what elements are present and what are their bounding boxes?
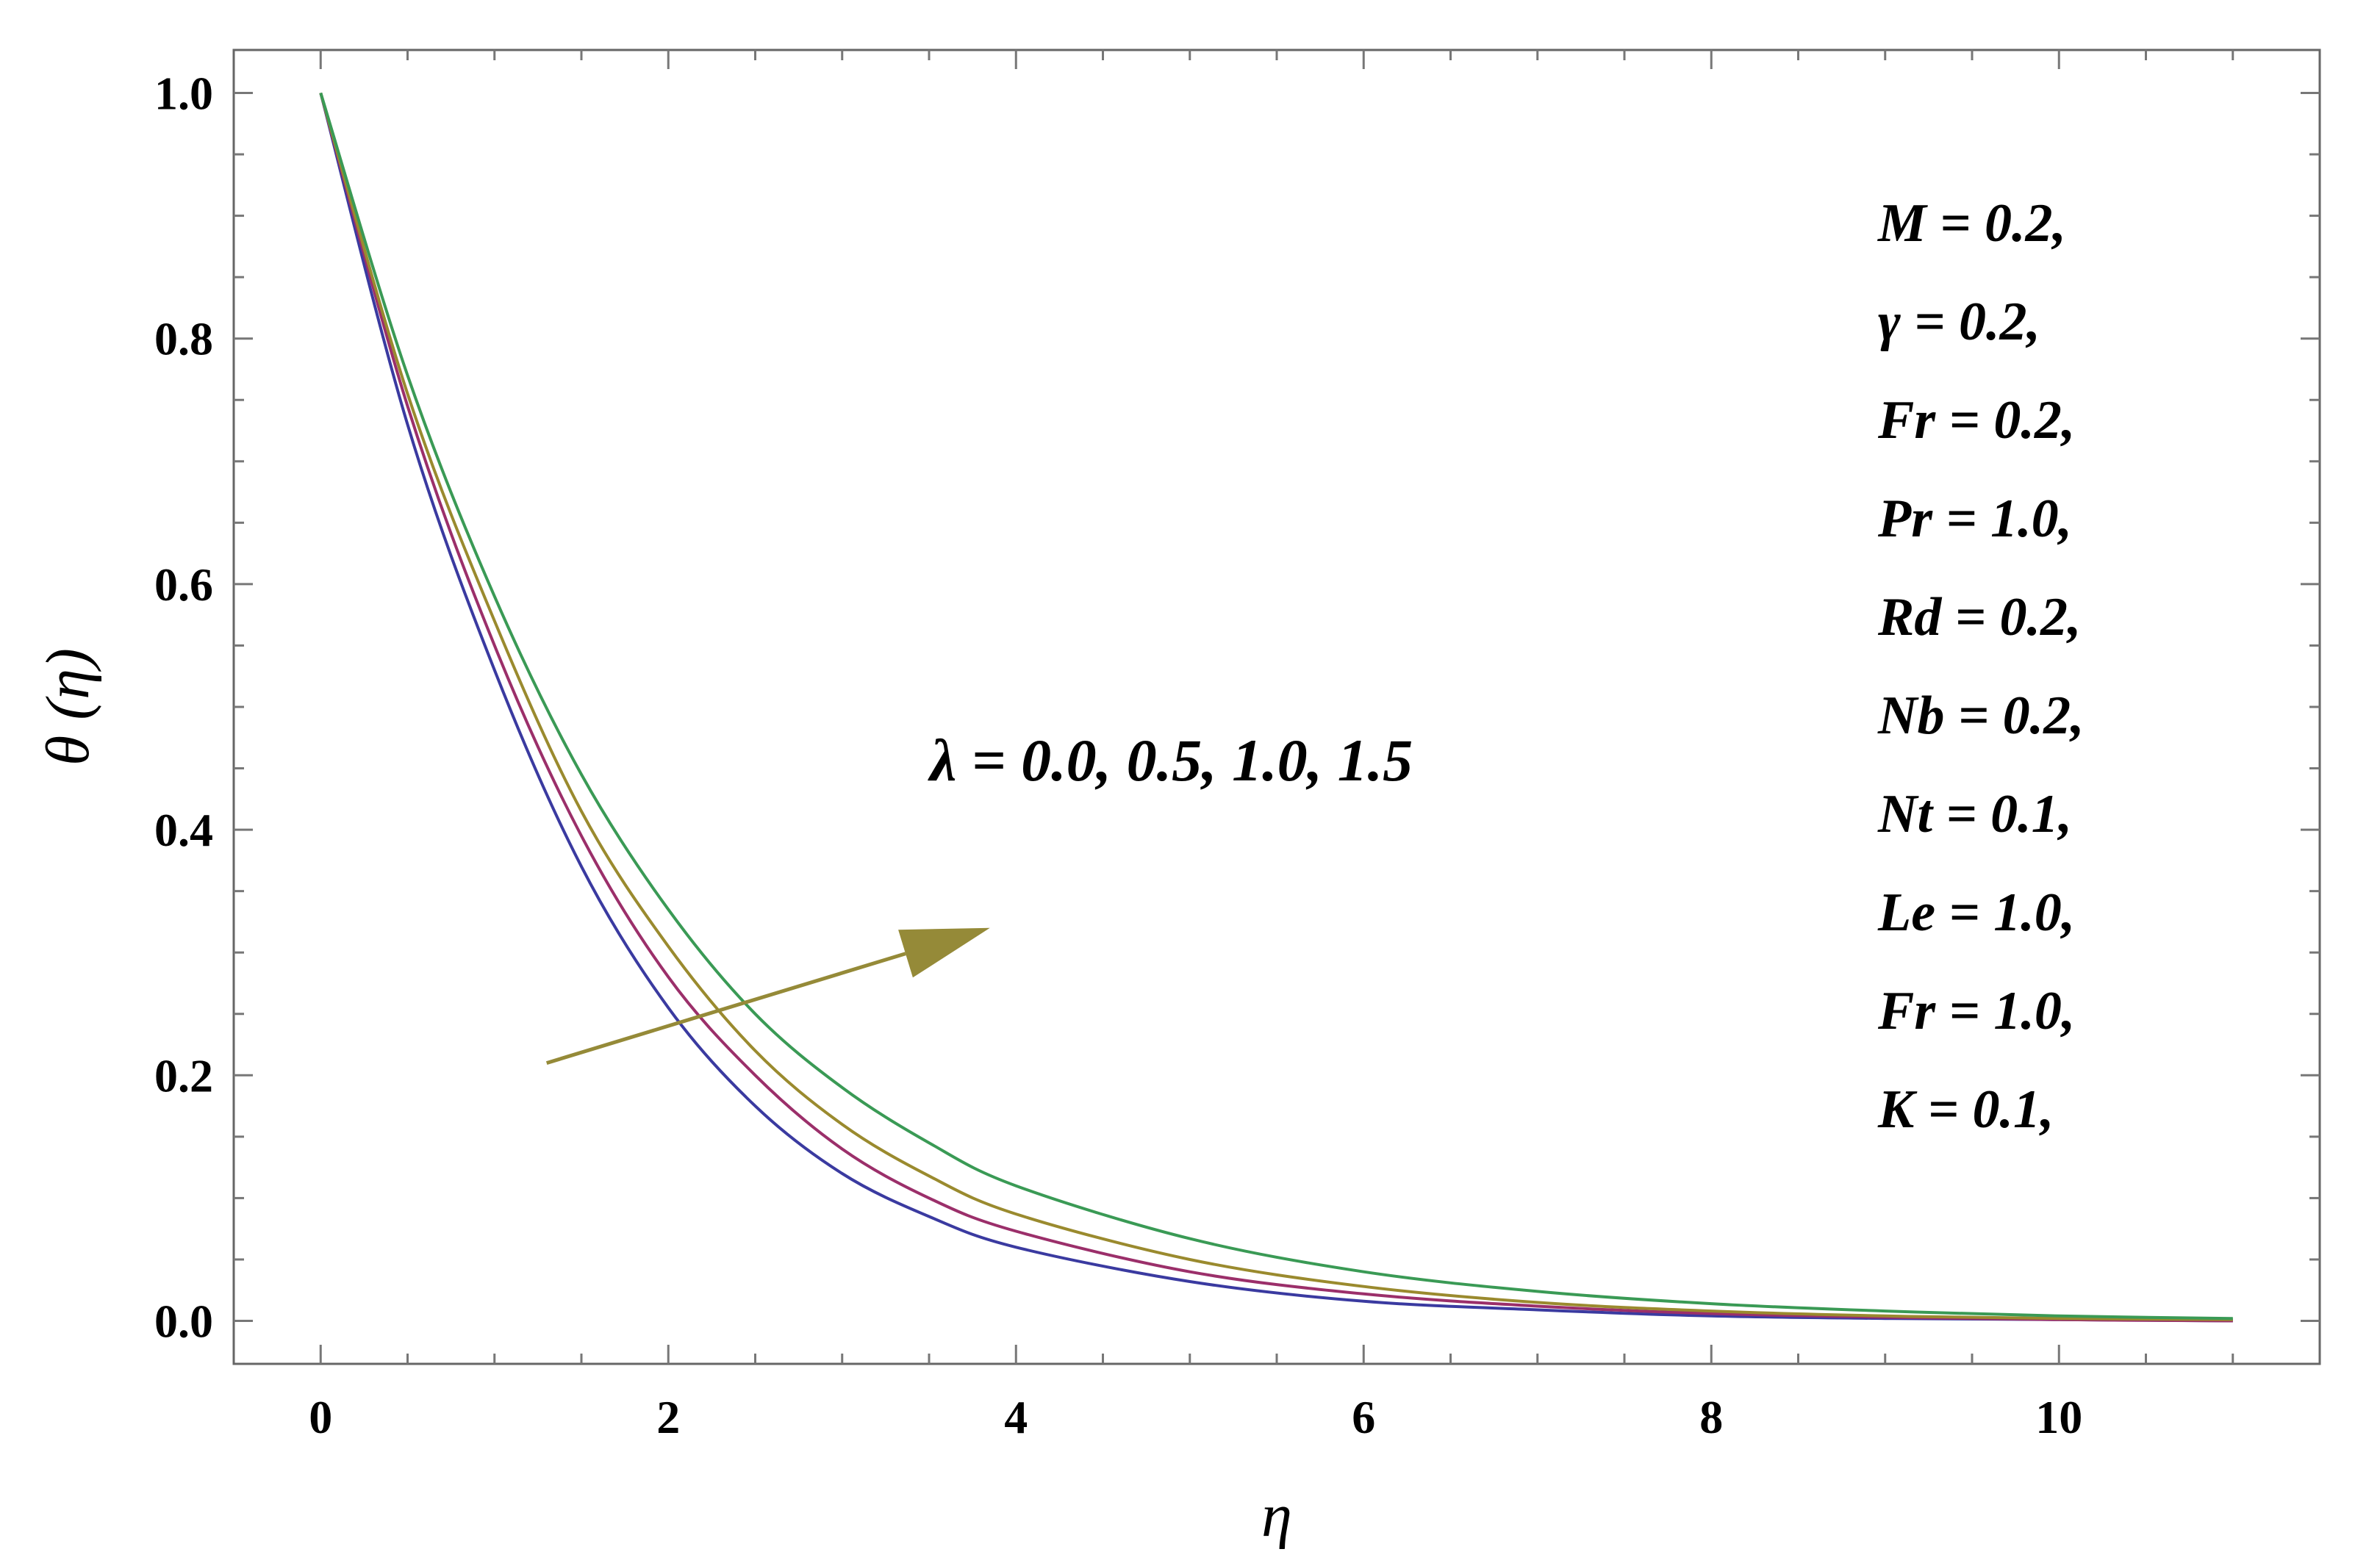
y-tick-label: 0.0: [154, 1296, 213, 1348]
x-tick-label: 10: [2035, 1391, 2082, 1443]
y-axis-title: θ (η): [34, 648, 102, 766]
y-tick-label: 0.4: [154, 804, 213, 856]
x-tick-label: 0: [309, 1391, 332, 1443]
series-line-2: [319, 92, 2233, 1323]
arrow-shaft: [545, 952, 906, 1065]
x-tick-label: 4: [1004, 1391, 1028, 1443]
param-fr: Fr = 0.2,: [1877, 390, 2075, 450]
param-k: K = 0.1,: [1877, 1079, 2054, 1140]
lambda-annotation: λ = 0.0, 0.5, 1.0, 1.5: [928, 727, 1413, 794]
series-layer: [319, 92, 2233, 1323]
param-pr: Pr = 1.0,: [1877, 489, 2072, 549]
y-tick-label: 1.0: [154, 67, 213, 119]
tick-marks: [234, 50, 2320, 1364]
x-tick-label: 6: [1352, 1391, 1375, 1443]
param-le: Le = 1.0,: [1877, 883, 2075, 943]
series-line-1: [319, 92, 2233, 1323]
y-tick-label: 0.2: [154, 1049, 213, 1102]
param-rd: Rd = 0.2,: [1877, 587, 2082, 647]
x-tick-label: 8: [1699, 1391, 1723, 1443]
arrow-layer: [545, 927, 990, 1065]
parameter-list: M = 0.2, γ = 0.2, Fr = 0.2, Pr = 1.0, Rd…: [1877, 193, 2085, 1140]
param-gamma: γ = 0.2,: [1878, 292, 2040, 352]
x-tick-label: 2: [656, 1391, 680, 1443]
series-line-3: [319, 92, 2233, 1321]
x-axis-title: η: [1261, 1481, 1292, 1550]
param-m: M = 0.2,: [1877, 193, 2066, 254]
y-tick-label: 0.6: [154, 558, 213, 611]
param-fr-2: Fr = 1.0,: [1877, 981, 2075, 1041]
param-nt: Nt = 0.1,: [1877, 784, 2072, 844]
y-tick-label: 0.8: [154, 313, 213, 365]
arrow-head: [898, 927, 990, 978]
series-line-4: [319, 92, 2233, 1321]
tick-labels: 0 2 4 6 8 10 0.0 0.2 0.4 0.6 0.8 1.0: [154, 67, 2082, 1443]
param-nb: Nb = 0.2,: [1877, 686, 2085, 746]
